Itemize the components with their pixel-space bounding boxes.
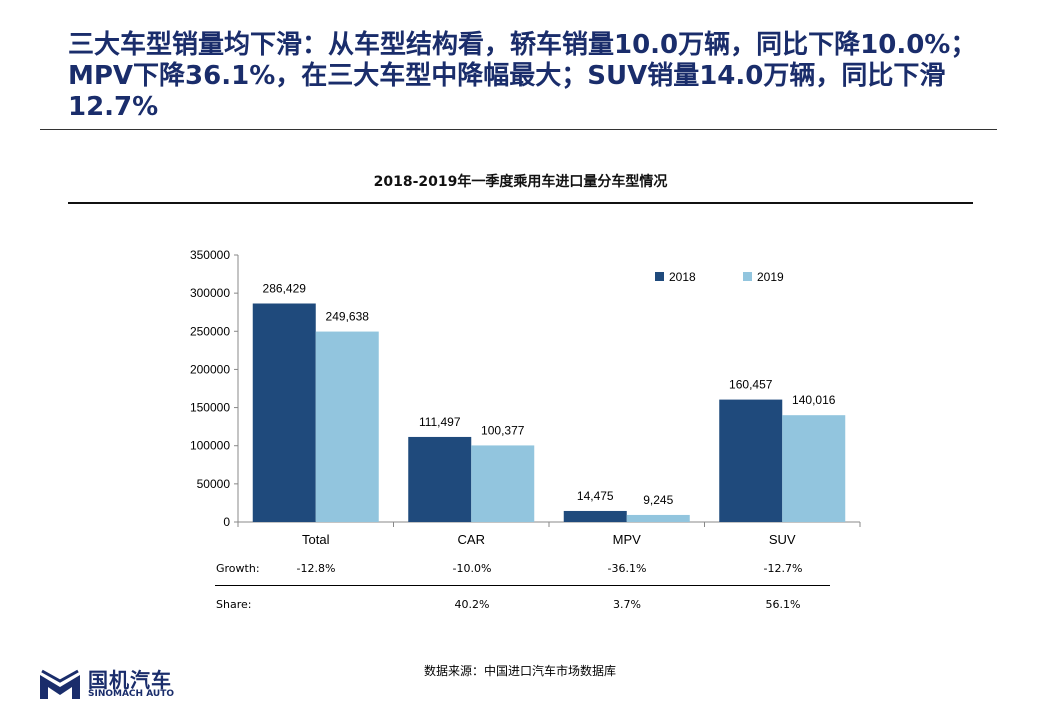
legend-swatch-2018: [655, 272, 664, 281]
data-label-2018-car: 111,497: [419, 415, 461, 429]
data-label-2018-suv: 160,457: [729, 378, 773, 392]
growth-value-mpv: -36.1%: [607, 562, 647, 575]
sinomach-logo: 国机汽车 SINOMACH AUTO: [38, 664, 188, 704]
chart-title-divider: [68, 202, 973, 204]
x-tick-label: CAR: [458, 532, 485, 547]
y-tick-label: 50000: [197, 477, 231, 491]
growth-label: Growth:: [216, 562, 260, 575]
growth-divider: [215, 585, 830, 586]
data-label-2018-total: 286,429: [263, 281, 307, 295]
share-value-car: 40.2%: [454, 598, 490, 611]
y-tick-label: 0: [223, 515, 230, 529]
growth-value-car: -10.0%: [452, 562, 492, 575]
legend-label-2018: 2018: [669, 270, 696, 284]
data-label-2019-suv: 140,016: [792, 393, 836, 407]
y-tick-label: 200000: [190, 362, 230, 376]
bar-2019-car: [471, 445, 535, 522]
data-label-2019-mpv: 9,245: [643, 493, 673, 507]
chart-title: 2018-2019年一季度乘用车进口量分车型情况: [373, 174, 668, 190]
bar-2018-mpv: [563, 510, 627, 522]
bar-2018-suv: [719, 399, 783, 522]
growth-value-suv: -12.7%: [763, 562, 803, 575]
x-tick-label: MPV: [613, 532, 642, 547]
data-label-2019-total: 249,638: [326, 310, 370, 324]
share-label: Share:: [216, 598, 252, 611]
bar-2019-suv: [782, 415, 846, 522]
y-tick-label: 150000: [190, 401, 230, 415]
data-source-note: 数据来源：中国进口汽车市场数据库: [423, 664, 616, 678]
x-tick-label: SUV: [769, 532, 796, 547]
y-tick-label: 250000: [190, 324, 230, 338]
x-tick-label: Total: [302, 532, 330, 547]
data-label-2018-mpv: 14,475: [577, 489, 614, 503]
logo-text-en: SINOMACH AUTO: [88, 689, 174, 699]
share-value-mpv: 3.7%: [613, 598, 641, 611]
share-value-suv: 56.1%: [765, 598, 801, 611]
bar-2018-total: [252, 303, 316, 522]
bar-2019-mpv: [626, 514, 690, 522]
bar-2018-car: [408, 436, 472, 522]
headline-divider: [40, 129, 997, 130]
headline: 三大车型销量均下滑：从车型结构看，轿车销量10.0万辆，同比下降10.0%；MP…: [68, 30, 977, 122]
logo-text-cn: 国机汽车: [88, 668, 172, 692]
growth-value-total: -12.8%: [296, 562, 336, 575]
sinomach-logo-icon: [40, 669, 80, 699]
legend-swatch-2019: [743, 272, 752, 281]
legend-label-2019: 2019: [757, 270, 784, 284]
y-tick-label: 100000: [190, 439, 230, 453]
bar-2019-total: [315, 331, 379, 522]
y-tick-label: 350000: [190, 248, 230, 262]
y-tick-label: 300000: [190, 286, 230, 300]
data-label-2019-car: 100,377: [481, 423, 525, 437]
